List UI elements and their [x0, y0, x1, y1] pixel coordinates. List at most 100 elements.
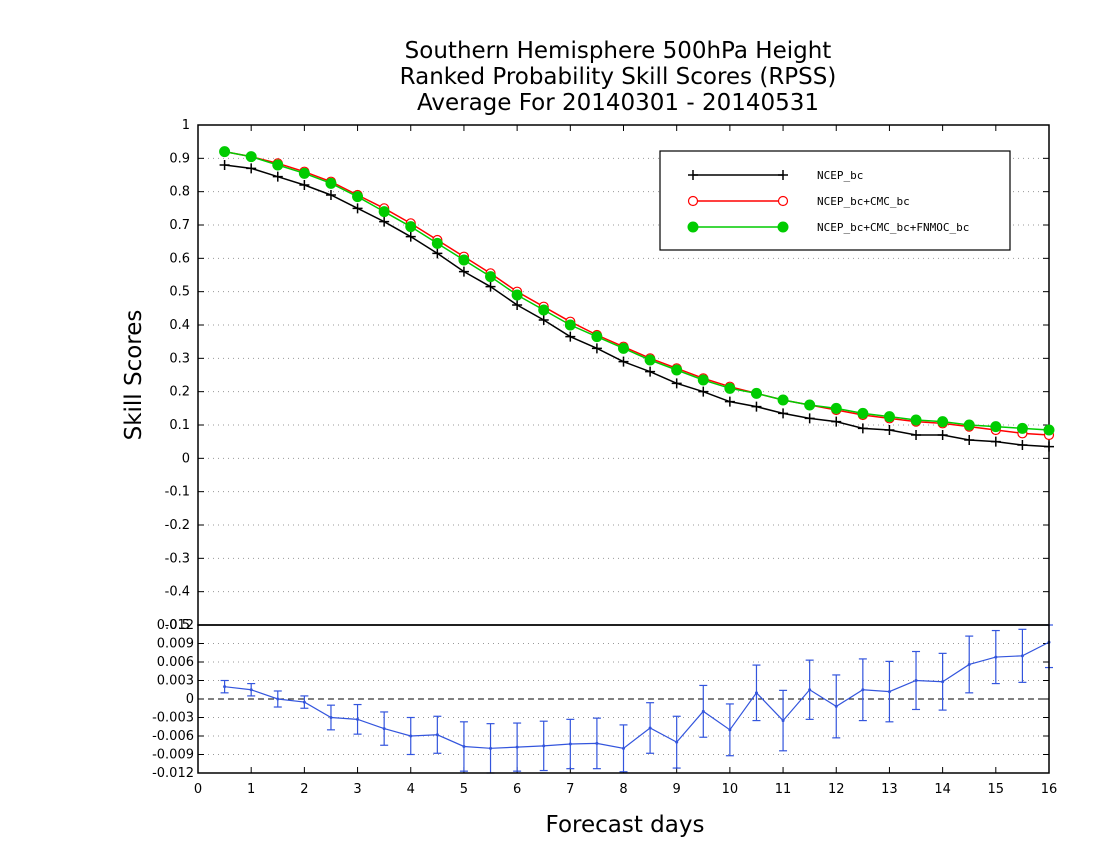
x-tick-label: 12	[828, 782, 845, 797]
data-point	[1017, 440, 1028, 450]
data-point	[724, 396, 735, 407]
data-point	[834, 704, 838, 708]
x-tick-label: 8	[619, 782, 627, 797]
chart-title-line-1: Southern Hemisphere 500hPa Height	[405, 38, 832, 64]
x-tick-label: 5	[460, 782, 468, 797]
data-point	[910, 414, 922, 426]
data-point	[618, 342, 629, 354]
data-point	[622, 746, 625, 750]
data-point	[538, 304, 550, 316]
data-point	[223, 685, 227, 689]
y-tick-label: 0.4	[169, 318, 190, 333]
data-point	[595, 741, 599, 745]
data-point	[378, 206, 390, 218]
data-point	[804, 413, 815, 424]
data-point	[777, 394, 789, 406]
y-tick-label: -0.2	[165, 518, 190, 533]
data-point	[352, 203, 363, 214]
y-tick-label: 0.009	[157, 637, 194, 652]
data-point	[511, 289, 523, 301]
y-tick-label: 0.006	[157, 655, 194, 670]
data-point	[883, 411, 895, 423]
y-tick-label: 0.8	[169, 185, 190, 200]
data-point	[515, 745, 519, 749]
data-point	[941, 680, 945, 684]
y-tick-label: 0.1	[169, 418, 190, 433]
x-tick-label: 14	[934, 782, 951, 797]
data-point	[861, 688, 865, 692]
x-tick-label: 13	[881, 782, 898, 797]
x-tick-label: 11	[775, 782, 792, 797]
y-tick-label: 0.003	[157, 674, 194, 689]
data-point	[724, 382, 736, 394]
legend: NCEP_bc NCEP_bc+CMC_bc NCEP_bc+CMC_bc+FNMO…	[659, 150, 1011, 251]
y-tick-label: -0.3	[165, 551, 190, 566]
data-point	[249, 688, 253, 692]
data-point	[964, 435, 975, 445]
data-point	[272, 171, 283, 182]
x-tick-label: 10	[722, 782, 739, 797]
data-point	[671, 378, 682, 389]
skill-score-panel: 1 0.9 0.8 0.7 0.6 0.5 0.4 0.3 0.2 0.1 0 -0.1 -0.2 -0.…	[165, 118, 1055, 633]
legend-marker	[778, 170, 788, 180]
data-point	[648, 726, 652, 730]
legend-entry-label: NCEP_bc+CMC_bc	[817, 195, 910, 208]
data-point	[272, 159, 284, 171]
data-point	[857, 407, 869, 419]
data-point	[329, 716, 333, 719]
data-point	[382, 727, 386, 731]
data-point	[781, 719, 785, 723]
legend-marker	[688, 170, 698, 180]
data-point	[542, 744, 546, 748]
x-tick-label: 0	[194, 782, 202, 797]
y-tick-label: -0.012	[152, 766, 194, 781]
data-point	[325, 177, 337, 189]
data-point	[485, 271, 497, 283]
data-point	[591, 331, 603, 343]
data-point	[911, 430, 922, 440]
data-point	[538, 315, 549, 325]
x-tick-label: 1	[247, 782, 255, 797]
x-tick-label: 4	[407, 782, 415, 797]
data-point	[937, 416, 949, 428]
x-tick-label: 9	[673, 782, 681, 797]
data-point	[245, 151, 257, 163]
data-point	[645, 366, 656, 377]
x-tick-label: 7	[566, 782, 574, 797]
series-line	[224, 164, 1050, 448]
y-tick-label: -0.006	[152, 729, 194, 744]
x-tick-label: 3	[353, 782, 361, 797]
data-point	[697, 374, 709, 386]
data-point	[379, 216, 390, 227]
data-point	[804, 399, 816, 411]
data-point	[405, 221, 417, 233]
data-point	[830, 402, 842, 414]
data-point	[246, 163, 257, 174]
data-point	[644, 354, 656, 366]
data-point	[435, 733, 439, 737]
y-tick-label: 0	[186, 692, 194, 707]
data-point	[778, 408, 789, 419]
y-tick-label: 0.2	[169, 385, 190, 400]
data-point	[728, 728, 732, 732]
y-tick-label: -0.5	[165, 618, 190, 633]
x-tick-label: 2	[300, 782, 308, 797]
y-axis-label: Skill Scores	[121, 310, 147, 441]
data-point	[485, 281, 496, 292]
y-tick-label: -0.003	[152, 711, 194, 726]
data-point	[750, 387, 762, 399]
series-NCEP_bc+CMC_bc+FNMOC_bc	[219, 146, 1055, 436]
data-point	[219, 146, 231, 158]
data-point	[591, 343, 602, 354]
data-point	[887, 690, 891, 694]
data-point	[990, 436, 1001, 447]
chart-title-line-2: Ranked Probability Skill Scores (RPSS)	[400, 64, 837, 90]
y-tick-label: 0.5	[169, 285, 190, 300]
data-point	[831, 416, 842, 427]
data-point	[937, 430, 948, 440]
difference-line	[224, 641, 1050, 749]
x-tick-label: 16	[1041, 782, 1058, 797]
data-point	[276, 697, 280, 701]
data-point	[698, 386, 709, 397]
